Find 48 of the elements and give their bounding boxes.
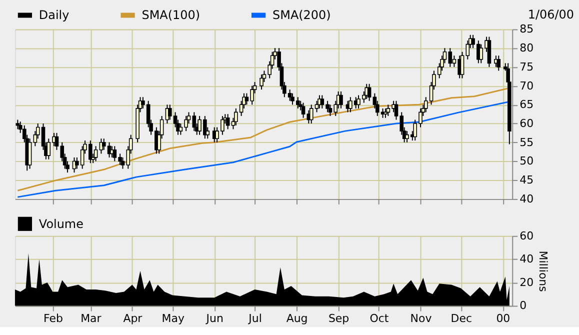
- y-tick-label: 50: [520, 154, 534, 168]
- y-tick-label: 40: [520, 252, 534, 266]
- x-tick-label: Nov: [410, 312, 432, 326]
- candlestick: [405, 130, 409, 143]
- x-tick-label: Feb: [43, 312, 63, 326]
- y-tick-label: 80: [520, 42, 534, 55]
- candlestick: [28, 138, 32, 170]
- line-series: [16, 87, 510, 192]
- y-axis-title: Millions: [536, 250, 550, 292]
- candlestick: [487, 36, 492, 68]
- x-tick-label: Aug: [286, 312, 308, 326]
- candlestick: [460, 51, 464, 79]
- x-tick-label: Sep: [328, 312, 350, 326]
- line-series: [16, 100, 510, 198]
- y-tick-label: 55: [520, 136, 534, 149]
- x-tick-label: Dec: [450, 312, 472, 326]
- candlestick: [479, 44, 484, 64]
- candlestick: [260, 74, 264, 90]
- candlestick: [348, 96, 352, 113]
- x-tick-label: Apr: [123, 312, 143, 326]
- candlestick: [496, 55, 501, 72]
- y-tick-label: 65: [520, 98, 534, 112]
- y-tick-label: 60: [520, 229, 534, 242]
- legend-label: Volume: [38, 216, 84, 231]
- candlestick: [386, 104, 390, 116]
- candlestick: [339, 90, 343, 109]
- candlestick: [16, 119, 20, 130]
- legend-label: Daily: [38, 8, 70, 22]
- y-tick-label: 20: [520, 276, 534, 289]
- y-tick-label: 45: [520, 174, 534, 187]
- x-tick-label: Oct: [370, 312, 390, 326]
- x-tick-label: Jun: [205, 312, 224, 326]
- y-tick-label: 85: [520, 22, 534, 36]
- legend-label: SMA(100): [142, 8, 200, 22]
- x-tick-label: Mar: [80, 312, 102, 326]
- legend-label: SMA(200): [272, 8, 331, 22]
- candlestick: [301, 102, 306, 118]
- x-tick-label: Jul: [248, 312, 262, 326]
- y-tick-label: 60: [520, 117, 534, 130]
- y-tick-label: 70: [520, 79, 534, 92]
- candlestick: [46, 138, 51, 160]
- x-tick-label: May: [162, 312, 185, 326]
- y-tick-label: 0: [520, 299, 527, 312]
- text: 1/06/00: [528, 7, 574, 22]
- y-tick-label: 40: [520, 192, 534, 206]
- candlestick: [384, 108, 388, 118]
- y-tick-label: 75: [520, 60, 534, 74]
- x-tick-label: 00: [496, 312, 510, 326]
